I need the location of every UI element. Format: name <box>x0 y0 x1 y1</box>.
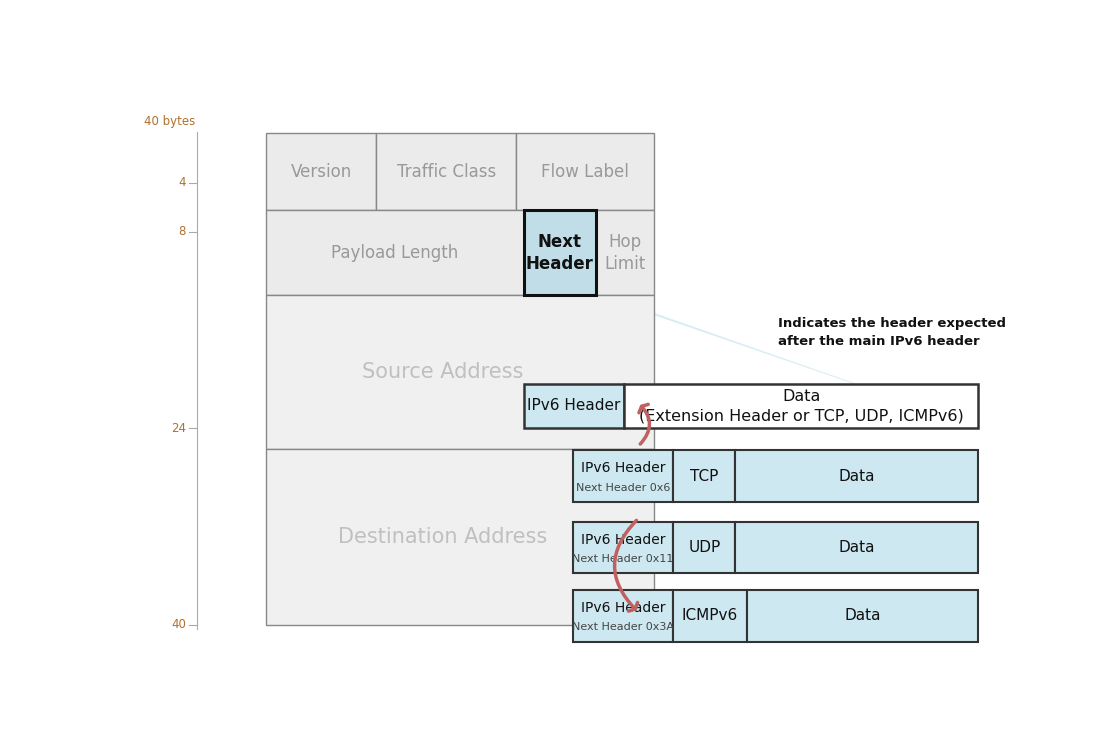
Text: IPv6 Header: IPv6 Header <box>581 461 665 475</box>
Text: Next Header 0x11: Next Header 0x11 <box>572 554 674 564</box>
Text: Destination Address: Destination Address <box>338 527 547 547</box>
Bar <box>674 450 736 502</box>
Text: ICMPv6: ICMPv6 <box>681 608 738 624</box>
Bar <box>266 449 654 624</box>
Text: Version: Version <box>290 163 352 181</box>
Text: Traffic Class: Traffic Class <box>397 163 495 181</box>
Bar <box>674 522 736 573</box>
Text: Next Header 0x6: Next Header 0x6 <box>576 483 670 492</box>
Bar <box>736 522 978 573</box>
Bar <box>524 383 625 428</box>
Bar <box>377 134 516 210</box>
Text: Next Header 0x3A: Next Header 0x3A <box>572 622 674 632</box>
Bar <box>516 134 654 210</box>
Text: Data: Data <box>844 608 881 624</box>
Text: UDP: UDP <box>688 540 720 555</box>
Polygon shape <box>524 295 983 428</box>
Bar <box>674 590 747 642</box>
Text: Data: Data <box>839 468 875 483</box>
Bar <box>596 210 654 295</box>
Bar <box>266 295 654 449</box>
Text: Source Address: Source Address <box>362 362 523 382</box>
Text: Flow Label: Flow Label <box>541 163 629 181</box>
Text: TCP: TCP <box>690 468 718 483</box>
Bar <box>573 450 674 502</box>
Bar <box>747 590 978 642</box>
Bar <box>524 210 596 295</box>
Text: IPv6 Header: IPv6 Header <box>581 533 665 547</box>
Text: 40 bytes: 40 bytes <box>144 115 195 128</box>
Bar <box>736 450 978 502</box>
Text: 4: 4 <box>178 176 186 189</box>
Text: 40: 40 <box>171 618 186 631</box>
Text: Data
(Extension Header or TCP, UDP, ICMPv6): Data (Extension Header or TCP, UDP, ICMP… <box>638 389 964 424</box>
Bar <box>625 383 978 428</box>
Text: Indicates the header expected
after the main IPv6 header: Indicates the header expected after the … <box>778 316 1006 348</box>
Bar <box>573 590 674 642</box>
Text: Payload Length: Payload Length <box>331 244 459 262</box>
Text: 24: 24 <box>171 421 186 435</box>
Bar <box>266 210 524 295</box>
Text: Data: Data <box>839 540 875 555</box>
Bar <box>573 522 674 573</box>
Text: 8: 8 <box>178 225 186 238</box>
Text: Hop
Limit: Hop Limit <box>604 233 646 273</box>
Text: IPv6 Header: IPv6 Header <box>581 601 665 615</box>
Text: Next
Header: Next Header <box>526 233 594 273</box>
Bar <box>266 134 377 210</box>
Text: IPv6 Header: IPv6 Header <box>527 398 620 413</box>
